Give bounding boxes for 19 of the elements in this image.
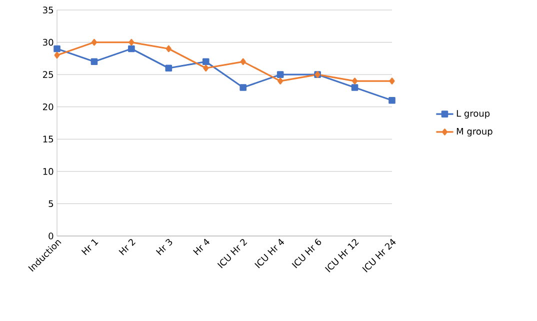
legend-label: L group [456,110,490,119]
x-tick-label: ICU Hr 12 [324,239,359,272]
x-tick-label: ICU Hr 24 [362,238,396,272]
y-tick-label: 10 [43,168,54,175]
legend-label: M group [456,128,492,136]
y-tick-label: 25 [43,71,54,78]
y-tick-label: 0 [48,232,54,240]
y-tick-label: 20 [43,103,54,110]
x-tick-label: Hr 3 [156,239,172,256]
y-tick-label: 15 [43,136,54,142]
y-tick-label: 35 [43,6,54,14]
x-tick-label: Hr 2 [118,239,136,256]
y-tick-label: 30 [43,38,54,46]
x-tick-label: ICU Hr 2 [217,239,248,268]
x-tick-label: Hr 4 [193,238,210,256]
y-tick-label: 5 [48,200,54,208]
x-tick-label: ICU Hr 4 [254,238,284,268]
x-tick-label: ICU Hr 6 [292,238,322,268]
x-tick-label: Hr 1 [81,239,98,256]
